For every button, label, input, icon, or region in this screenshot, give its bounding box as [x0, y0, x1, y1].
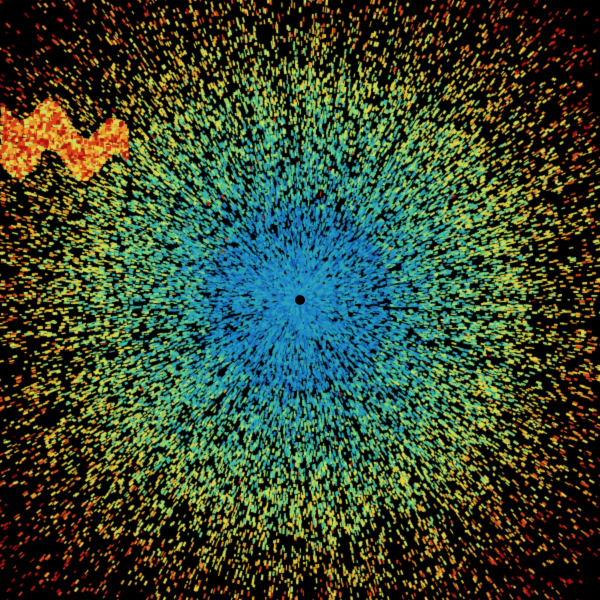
radar-site-marker [295, 295, 305, 305]
